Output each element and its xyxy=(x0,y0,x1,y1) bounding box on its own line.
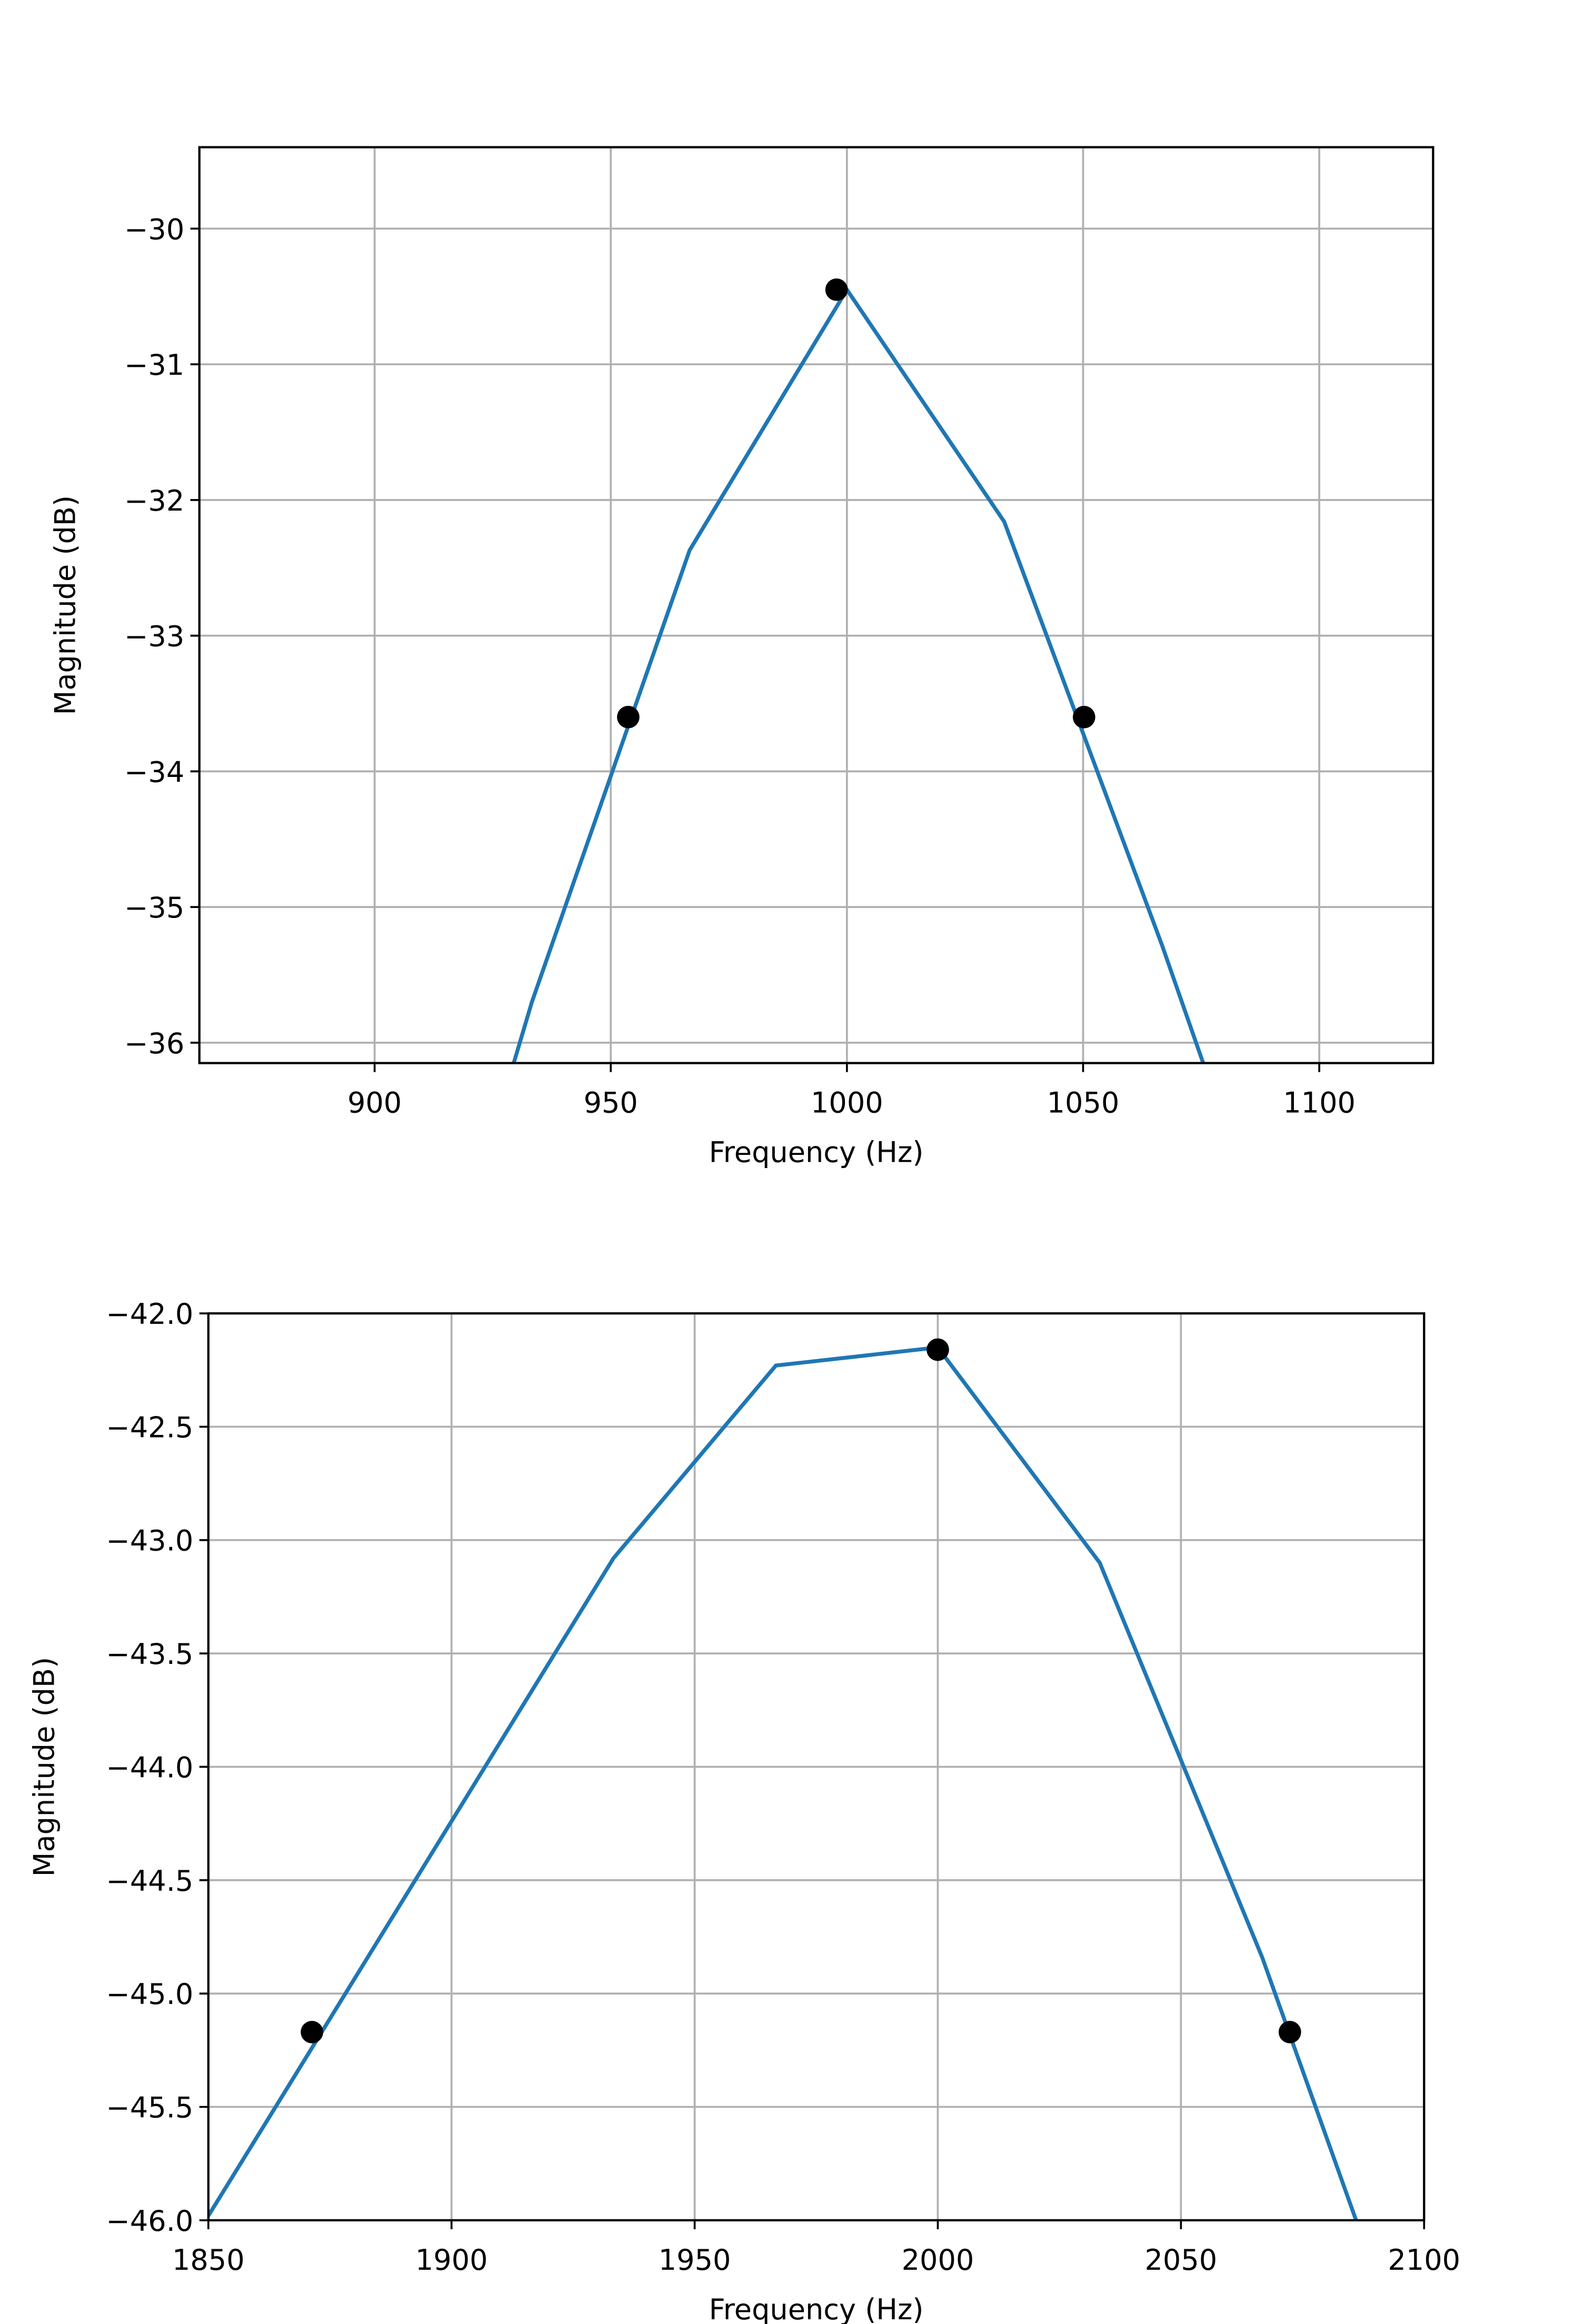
x-tick-label: 2100 xyxy=(1388,2243,1460,2277)
y-axis-label: Magnitude (dB) xyxy=(48,495,82,715)
y-tick-label: −33 xyxy=(124,620,184,653)
y-tick-label: −42.0 xyxy=(106,1298,194,1331)
y-tick-label: −44.0 xyxy=(106,1751,194,1784)
x-tick-label: 2000 xyxy=(902,2243,974,2277)
plot-frame xyxy=(198,146,1434,1064)
y-tick-label: −46.0 xyxy=(106,2205,194,2238)
data-point xyxy=(301,2021,323,2043)
x-tick-label: 1950 xyxy=(659,2243,731,2277)
x-tick-label: 1100 xyxy=(1283,1086,1356,1120)
y-tick-label: −44.5 xyxy=(106,1864,194,1898)
y-tick-label: −43.5 xyxy=(106,1638,194,1671)
data-point xyxy=(1072,705,1095,729)
data-line xyxy=(208,1345,1358,2220)
data-point xyxy=(1278,2021,1301,2043)
y-tick-label: −31 xyxy=(124,348,184,382)
data-point xyxy=(617,705,640,729)
x-tick-label: 950 xyxy=(584,1086,638,1120)
y-tick-label: −45.0 xyxy=(106,1978,194,2011)
data-point xyxy=(825,278,848,301)
x-axis-label: Frequency (Hz) xyxy=(709,1136,924,1169)
y-tick-label: −34 xyxy=(124,755,184,789)
y-tick-label: −30 xyxy=(124,213,184,246)
x-tick-label: 1900 xyxy=(415,2243,488,2277)
y-tick-label: −36 xyxy=(124,1027,184,1060)
y-tick-label: −43.0 xyxy=(106,1524,194,1558)
x-tick-label: 1050 xyxy=(1047,1086,1120,1120)
data-point xyxy=(927,1338,949,1361)
x-tick-label: 2050 xyxy=(1145,2243,1218,2277)
x-tick-label: 1000 xyxy=(811,1086,883,1120)
y-axis-label: Magnitude (dB) xyxy=(28,1657,61,1877)
x-tick-label: 1850 xyxy=(172,2243,245,2277)
y-tick-label: −32 xyxy=(124,484,184,517)
plot-frame xyxy=(207,1312,1426,2222)
y-tick-label: −35 xyxy=(124,891,184,924)
x-axis-label: Frequency (Hz) xyxy=(709,2293,924,2324)
y-tick-label: −45.5 xyxy=(106,2091,194,2124)
y-tick-label: −42.5 xyxy=(106,1411,194,1444)
chart: 1850 1900 1950 2000 2050 2100 −46.0 −45.5 −45.0 −… xyxy=(28,1298,1461,2324)
x-tick-label: 900 xyxy=(347,1086,402,1120)
chart: 900 950 1000 1050 1100 −36 −35 −34 −33 −32 −31 −30 F… xyxy=(48,146,1434,1169)
